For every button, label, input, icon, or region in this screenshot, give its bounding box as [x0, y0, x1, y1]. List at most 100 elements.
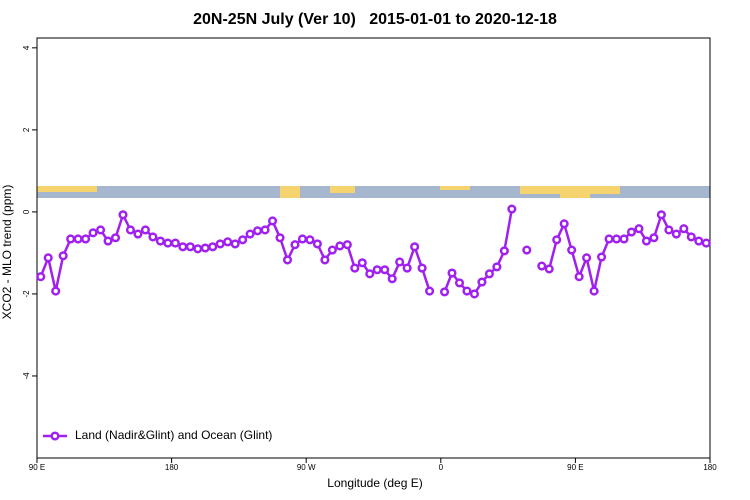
data-point [544, 264, 554, 274]
data-point [439, 287, 450, 297]
data-point [103, 236, 113, 246]
data-point [656, 210, 666, 220]
data-point [185, 242, 195, 252]
y-tick-label: -4 [22, 372, 31, 380]
data-point [215, 239, 225, 249]
data-point [499, 246, 509, 256]
y-axis-label: XCO2 - MLO trend (ppm) [0, 185, 14, 320]
x-tick-label: 0 [439, 463, 444, 472]
x-tick-label: 90 E [29, 463, 45, 472]
map-land [37, 186, 620, 198]
legend-marker [50, 431, 60, 441]
data-point [395, 257, 405, 267]
data-point [133, 229, 143, 239]
data-point [81, 234, 91, 244]
data-point [125, 225, 136, 235]
data-point [305, 235, 315, 245]
data-point [492, 262, 502, 272]
data-point [312, 239, 322, 249]
data-point [589, 286, 599, 296]
data-point [671, 229, 681, 239]
y-tick-label: 2 [22, 127, 31, 132]
data-point [552, 235, 562, 245]
data-point [193, 244, 203, 254]
data-point [238, 235, 248, 245]
data-point [365, 269, 375, 279]
series-line [39, 208, 707, 296]
data-point [417, 263, 427, 273]
data-point [582, 253, 592, 263]
data-point [380, 265, 390, 275]
y-tick-label: -2 [22, 290, 31, 298]
data-point [110, 233, 121, 243]
data-point [425, 286, 435, 296]
data-point [140, 225, 150, 235]
x-tick-label: 90 W [297, 463, 316, 472]
data-point [155, 236, 165, 246]
data-point [507, 204, 517, 214]
data-point [626, 227, 637, 237]
data-point [335, 241, 345, 251]
data-point [567, 245, 577, 255]
legend-label: Land (Nadir&Glint) and Ocean (Glint) [75, 428, 272, 442]
data-point [268, 216, 278, 226]
data-point [58, 251, 68, 261]
chart-title: 20N-25N July (Ver 10) 2015-01-01 to 2020… [193, 11, 557, 28]
data-point [664, 225, 674, 235]
data-point [73, 234, 83, 244]
data-point [96, 225, 106, 235]
data-point [260, 225, 270, 235]
data-point [327, 245, 337, 255]
plot-frame [36, 37, 711, 459]
data-point [163, 238, 173, 248]
data-point [350, 263, 360, 273]
data-point [297, 234, 308, 244]
data-point [148, 232, 158, 242]
data-point [88, 228, 98, 238]
data-point [679, 224, 689, 234]
x-axis-label: Longitude (deg E) [327, 476, 422, 490]
data-point [701, 238, 711, 248]
x-tick-label: 180 [703, 463, 717, 472]
data-point [342, 240, 352, 250]
data-point [320, 255, 330, 265]
data-point [619, 234, 629, 244]
data-point [559, 219, 569, 229]
data-point [477, 277, 487, 287]
data-point [282, 255, 293, 265]
data-point [208, 242, 218, 252]
data-point [597, 252, 607, 262]
data-point [290, 240, 300, 250]
data-point [36, 272, 46, 282]
data-point [454, 278, 465, 288]
data-point [484, 269, 494, 279]
data-point [372, 265, 382, 275]
x-tick-label: 90 E [567, 463, 583, 472]
data-point [387, 274, 397, 284]
data-point [253, 226, 263, 236]
data-point [275, 233, 285, 243]
data-point [649, 233, 659, 243]
y-tick-label: 0 [22, 209, 31, 214]
data-point [51, 286, 61, 296]
data-point [537, 261, 547, 271]
data-point [66, 234, 76, 244]
data-point [641, 236, 651, 246]
data-point [634, 224, 644, 234]
data-point [522, 245, 532, 255]
data-point [200, 243, 210, 253]
data-point [178, 242, 188, 252]
data-point [245, 229, 255, 239]
data-point [611, 234, 622, 244]
data-point [604, 234, 614, 244]
data-point [694, 236, 704, 246]
data-point [170, 238, 180, 248]
x-tick-label: 180 [165, 463, 179, 472]
data-point [43, 253, 53, 263]
data-point [223, 237, 233, 247]
data-point [118, 210, 128, 220]
y-tick-label: 4 [22, 45, 31, 50]
data-point [230, 239, 240, 249]
data-point [469, 289, 480, 299]
